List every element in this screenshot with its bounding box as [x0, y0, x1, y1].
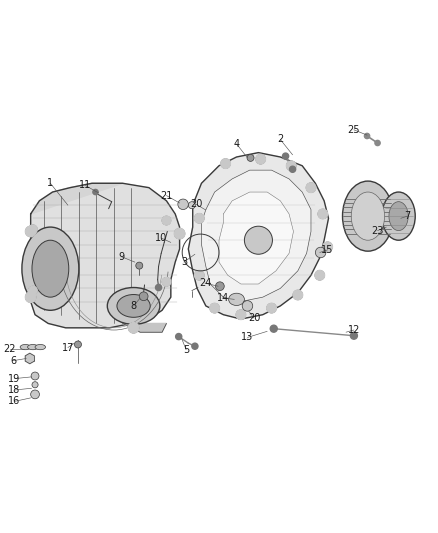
- Circle shape: [290, 166, 296, 172]
- Ellipse shape: [139, 292, 148, 301]
- Text: 1: 1: [47, 178, 53, 188]
- Polygon shape: [123, 324, 166, 332]
- Circle shape: [221, 159, 230, 168]
- Polygon shape: [31, 183, 180, 328]
- Circle shape: [25, 226, 36, 237]
- Text: 11: 11: [79, 181, 92, 190]
- Circle shape: [28, 286, 37, 295]
- Circle shape: [283, 153, 289, 159]
- Text: 25: 25: [348, 125, 360, 135]
- Text: 21: 21: [160, 190, 173, 200]
- Ellipse shape: [244, 226, 272, 254]
- Circle shape: [174, 229, 185, 239]
- Polygon shape: [188, 152, 328, 319]
- Ellipse shape: [32, 240, 69, 297]
- Circle shape: [210, 303, 219, 313]
- Ellipse shape: [351, 192, 385, 240]
- Ellipse shape: [188, 201, 195, 209]
- Text: 5: 5: [183, 345, 189, 355]
- Text: 22: 22: [4, 344, 16, 354]
- Text: 20: 20: [190, 199, 202, 209]
- Circle shape: [364, 133, 370, 139]
- Text: 16: 16: [8, 397, 21, 406]
- Text: 7: 7: [404, 211, 410, 221]
- Ellipse shape: [389, 201, 408, 231]
- Text: 10: 10: [155, 233, 167, 243]
- Circle shape: [267, 303, 276, 313]
- Circle shape: [236, 310, 246, 319]
- Circle shape: [306, 183, 316, 192]
- Ellipse shape: [74, 341, 81, 348]
- Text: 12: 12: [348, 325, 360, 335]
- Circle shape: [192, 343, 198, 349]
- Text: 2: 2: [277, 134, 283, 144]
- Polygon shape: [25, 353, 34, 364]
- Ellipse shape: [32, 382, 38, 388]
- Ellipse shape: [107, 287, 160, 324]
- Polygon shape: [219, 192, 293, 284]
- Ellipse shape: [343, 181, 393, 251]
- Text: 15: 15: [321, 245, 334, 255]
- Circle shape: [162, 216, 171, 225]
- Circle shape: [93, 189, 98, 195]
- Text: 4: 4: [233, 139, 240, 149]
- Circle shape: [318, 209, 328, 219]
- Text: 17: 17: [62, 343, 74, 352]
- Circle shape: [315, 270, 325, 280]
- Text: 8: 8: [131, 301, 137, 311]
- Ellipse shape: [28, 344, 38, 350]
- Circle shape: [194, 270, 204, 280]
- Text: 19: 19: [8, 374, 21, 384]
- Text: 24: 24: [199, 278, 211, 288]
- Ellipse shape: [247, 155, 254, 161]
- Text: 3: 3: [181, 257, 187, 267]
- Ellipse shape: [315, 247, 326, 258]
- Circle shape: [28, 225, 37, 233]
- Circle shape: [323, 242, 332, 252]
- Circle shape: [25, 292, 36, 302]
- Ellipse shape: [382, 192, 415, 240]
- Circle shape: [293, 290, 303, 300]
- Text: 14: 14: [217, 293, 230, 303]
- Polygon shape: [201, 170, 311, 302]
- Circle shape: [256, 155, 265, 164]
- Ellipse shape: [215, 282, 224, 290]
- Ellipse shape: [31, 372, 39, 380]
- Circle shape: [176, 334, 182, 340]
- Circle shape: [375, 140, 380, 146]
- Ellipse shape: [242, 301, 253, 311]
- Ellipse shape: [31, 390, 39, 399]
- Circle shape: [194, 214, 204, 223]
- Circle shape: [128, 322, 139, 333]
- Ellipse shape: [229, 293, 244, 305]
- Ellipse shape: [178, 199, 188, 209]
- Polygon shape: [31, 183, 123, 214]
- Text: 13: 13: [241, 333, 254, 343]
- Circle shape: [286, 161, 296, 171]
- Ellipse shape: [117, 295, 150, 317]
- Text: 20: 20: [248, 313, 260, 323]
- Ellipse shape: [22, 227, 79, 310]
- Circle shape: [270, 325, 277, 332]
- Ellipse shape: [136, 262, 143, 269]
- Text: 6: 6: [10, 356, 16, 366]
- Text: 9: 9: [119, 252, 125, 262]
- Circle shape: [350, 332, 357, 339]
- Circle shape: [162, 278, 171, 286]
- Ellipse shape: [20, 344, 31, 350]
- Ellipse shape: [35, 344, 46, 350]
- Text: 23: 23: [371, 225, 384, 236]
- Text: 18: 18: [8, 385, 21, 395]
- Circle shape: [155, 285, 162, 290]
